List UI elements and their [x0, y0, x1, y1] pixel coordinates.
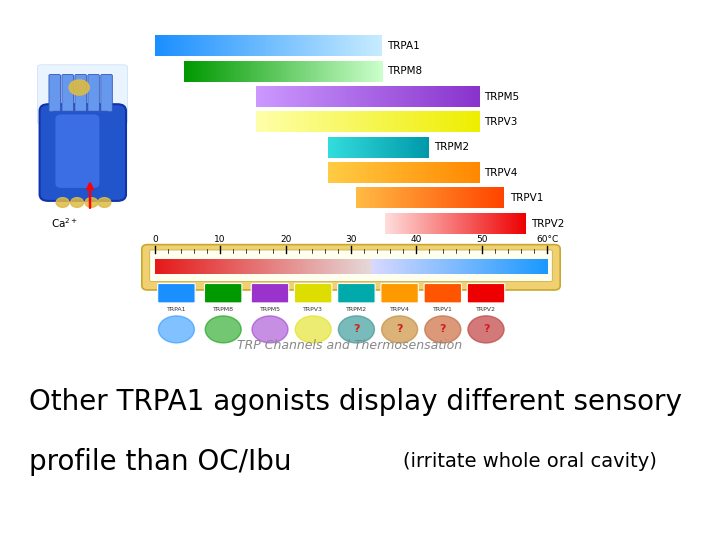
Text: TRP Channels and Thermosensation: TRP Channels and Thermosensation: [237, 339, 462, 352]
Text: 20: 20: [280, 234, 292, 244]
Circle shape: [252, 316, 288, 343]
Circle shape: [425, 316, 461, 343]
Text: TRPA1: TRPA1: [166, 307, 186, 312]
Text: Other TRPA1 agonists display different sensory: Other TRPA1 agonists display different s…: [29, 388, 682, 416]
Text: TRPV1: TRPV1: [510, 193, 543, 203]
FancyBboxPatch shape: [338, 284, 375, 303]
Text: TRPV3: TRPV3: [303, 307, 323, 312]
Text: profile than OC/Ibu: profile than OC/Ibu: [29, 448, 300, 476]
Text: TRPV1: TRPV1: [433, 307, 453, 312]
Circle shape: [468, 316, 504, 343]
FancyBboxPatch shape: [381, 284, 418, 303]
FancyBboxPatch shape: [49, 75, 60, 112]
Text: TRPM2: TRPM2: [434, 143, 469, 152]
FancyBboxPatch shape: [88, 75, 99, 112]
Circle shape: [69, 80, 89, 95]
Text: TRPA1: TRPA1: [387, 41, 420, 51]
Text: ?: ?: [396, 325, 403, 334]
Circle shape: [382, 316, 418, 343]
FancyBboxPatch shape: [467, 284, 505, 303]
Text: 50: 50: [476, 234, 487, 244]
FancyBboxPatch shape: [101, 75, 112, 112]
Text: Ca$^{2+}$: Ca$^{2+}$: [51, 216, 78, 230]
FancyBboxPatch shape: [251, 284, 289, 303]
Text: ?: ?: [353, 325, 360, 334]
Text: TRPM5: TRPM5: [259, 307, 281, 312]
Text: TRPV2: TRPV2: [476, 307, 496, 312]
Text: (irritate whole oral cavity): (irritate whole oral cavity): [403, 452, 657, 471]
Text: TRPV4: TRPV4: [485, 168, 518, 178]
FancyBboxPatch shape: [158, 284, 195, 303]
Text: ?: ?: [482, 325, 490, 334]
Text: 30: 30: [346, 234, 356, 244]
Circle shape: [468, 316, 504, 343]
FancyBboxPatch shape: [75, 75, 86, 112]
Text: TRPM8: TRPM8: [387, 66, 423, 76]
Circle shape: [425, 316, 461, 343]
Text: TRPM2: TRPM2: [346, 307, 367, 312]
FancyBboxPatch shape: [37, 65, 127, 124]
Text: 40: 40: [410, 234, 422, 244]
Text: TRPM8: TRPM8: [212, 307, 234, 312]
Circle shape: [295, 316, 331, 343]
FancyBboxPatch shape: [150, 250, 552, 281]
FancyBboxPatch shape: [142, 245, 560, 290]
Text: ?: ?: [439, 325, 446, 334]
Text: TRPV2: TRPV2: [531, 219, 564, 228]
Circle shape: [56, 198, 69, 207]
FancyBboxPatch shape: [424, 284, 462, 303]
Text: 10: 10: [215, 234, 226, 244]
Text: 0: 0: [152, 234, 158, 244]
Circle shape: [205, 316, 241, 343]
FancyBboxPatch shape: [55, 114, 99, 188]
Text: TRPV3: TRPV3: [485, 117, 518, 127]
Text: TRPV4: TRPV4: [390, 307, 410, 312]
Circle shape: [382, 316, 418, 343]
Circle shape: [85, 198, 98, 207]
Text: TRPM5: TRPM5: [485, 92, 520, 102]
Circle shape: [338, 316, 374, 343]
FancyBboxPatch shape: [204, 284, 242, 303]
Circle shape: [338, 316, 374, 343]
Circle shape: [158, 316, 194, 343]
Circle shape: [98, 198, 111, 207]
FancyBboxPatch shape: [294, 284, 332, 303]
FancyBboxPatch shape: [62, 75, 73, 112]
Circle shape: [71, 198, 84, 207]
Text: 60°C: 60°C: [536, 234, 558, 244]
FancyBboxPatch shape: [40, 104, 126, 201]
